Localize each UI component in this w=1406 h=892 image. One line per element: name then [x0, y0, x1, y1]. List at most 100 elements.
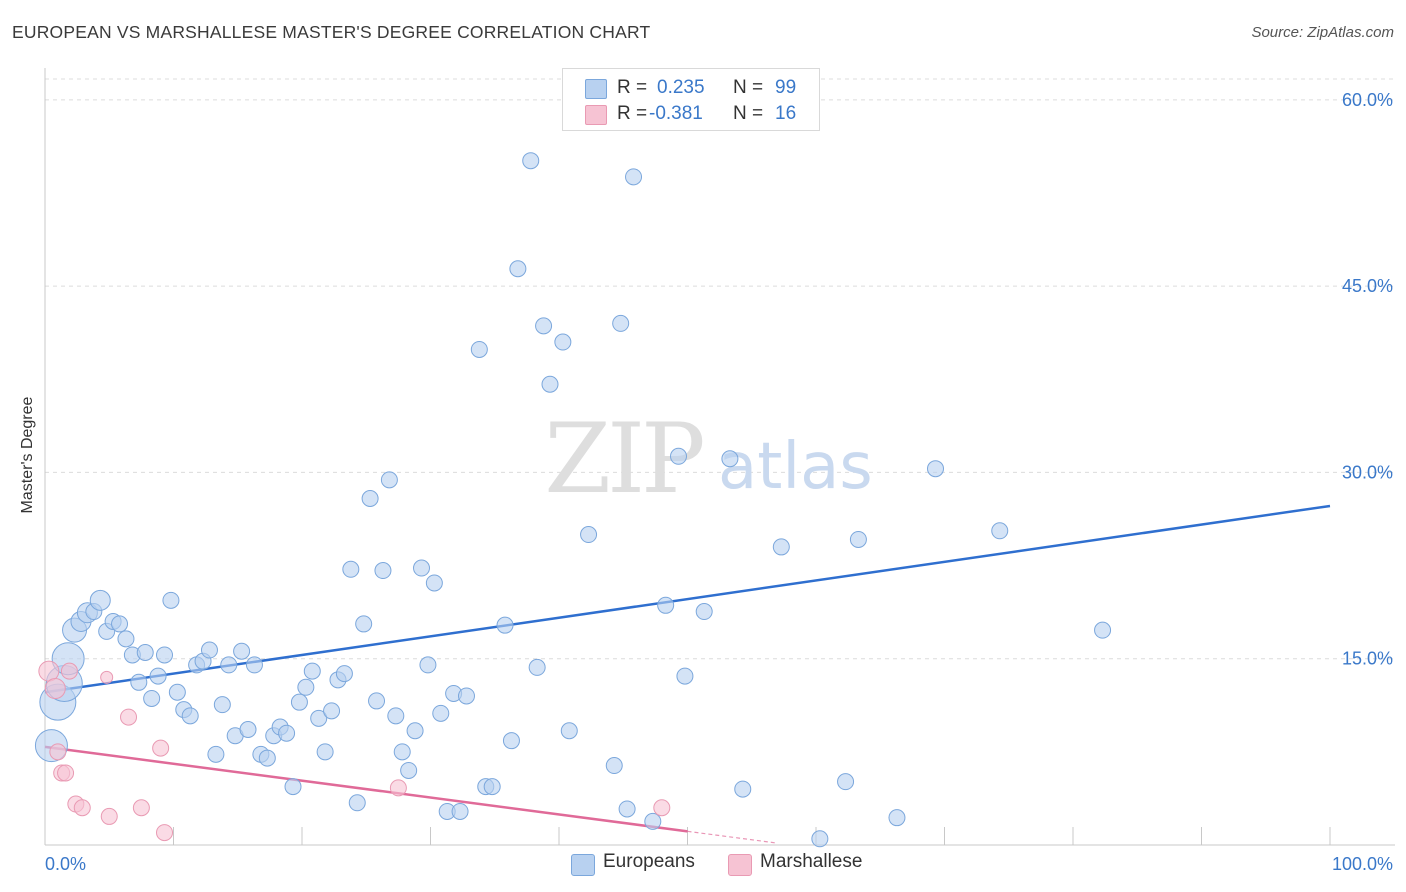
europeans-point [554, 333, 572, 351]
marshallese-swatch [585, 105, 607, 125]
europeans-point [303, 662, 321, 680]
europeans-point [676, 667, 694, 685]
axes [44, 68, 1395, 846]
n-value: 16 [775, 103, 797, 124]
europeans-point [143, 689, 161, 707]
y-axis-label: Master's Degree [19, 396, 36, 514]
marshallese-points [38, 660, 671, 842]
europeans-point [89, 589, 111, 611]
y-tick-label: 60.0% [1342, 90, 1393, 110]
europeans-point [618, 800, 636, 818]
grid-lines [45, 78, 1395, 660]
europeans-point [991, 522, 1009, 540]
europeans-point [111, 615, 129, 633]
marshallese-point [132, 799, 150, 817]
marshallese-point [57, 764, 75, 782]
europeans-point [811, 830, 829, 848]
europeans-point [130, 673, 148, 691]
marshallese-point [100, 670, 114, 684]
europeans-point [451, 802, 469, 820]
europeans-point [297, 678, 315, 696]
marshallese-trend-line [44, 745, 688, 833]
marshallese-point [156, 824, 174, 842]
europeans-trend-line [44, 504, 1331, 694]
europeans-point [849, 530, 867, 548]
europeans-point [310, 709, 328, 727]
europeans-point [644, 812, 662, 830]
europeans-point [580, 526, 598, 544]
europeans-point [233, 642, 251, 660]
n-label: N = [733, 103, 764, 124]
marshallese-label: Marshallese [760, 851, 863, 872]
x-tick-label: 100.0% [1332, 854, 1393, 874]
europeans-point [432, 704, 450, 722]
europeans-point [425, 574, 443, 592]
europeans-point [535, 317, 553, 335]
europeans-point [361, 490, 379, 507]
y-tick-label: 45.0% [1342, 276, 1393, 296]
marshallese-swatch [728, 854, 752, 876]
marshallese-point [389, 779, 407, 797]
watermark: ZIP atlas [544, 403, 872, 515]
chart-title: EUROPEAN VS MARSHALLESE MASTER'S DEGREE … [12, 22, 651, 42]
europeans-point [1094, 621, 1112, 639]
europeans-point [670, 447, 688, 465]
europeans-point [239, 721, 257, 738]
europeans-point [162, 591, 180, 609]
marshallese-point [44, 678, 66, 700]
europeans-point [117, 630, 135, 648]
n-label: N = [733, 77, 764, 98]
europeans-point [560, 722, 578, 740]
europeans-point [393, 743, 411, 761]
europeans-swatch [585, 79, 607, 99]
europeans-point [290, 693, 308, 711]
europeans-point [368, 692, 386, 710]
europeans-point [213, 696, 231, 714]
europeans-point [323, 702, 341, 720]
europeans-point [374, 562, 392, 580]
europeans-point [245, 656, 263, 674]
marshallese-point [60, 662, 78, 680]
r-label: R = [617, 77, 648, 98]
r-value: 0.235 [657, 77, 705, 98]
europeans-point [734, 780, 752, 798]
europeans-point [470, 340, 488, 358]
watermark-atlas: atlas [718, 430, 873, 504]
y-tick-labels: 15.0% 30.0% 45.0% 60.0% [1342, 90, 1393, 669]
europeans-point [657, 596, 675, 614]
marshallese-trend-extension [687, 830, 778, 844]
europeans-point [772, 538, 790, 556]
marshallese-point [653, 799, 671, 817]
europeans-point [483, 778, 501, 796]
europeans-point [200, 641, 218, 659]
europeans-point [413, 559, 431, 577]
marshallese-point [49, 743, 67, 761]
europeans-point [837, 773, 855, 791]
europeans-point [348, 794, 366, 812]
europeans-point [695, 603, 713, 621]
europeans-point [496, 616, 514, 634]
x-tick-label: 0.0% [45, 854, 86, 874]
marshallese-point [73, 799, 91, 817]
x-tick-labels: 0.0% 100.0% [45, 854, 1393, 874]
europeans-point [168, 683, 186, 701]
europeans-point [502, 732, 520, 750]
europeans-point [316, 743, 334, 761]
europeans-point [335, 665, 353, 683]
europeans-point [400, 761, 418, 779]
europeans-point [181, 707, 199, 725]
europeans-point [888, 809, 906, 827]
europeans-point [457, 687, 475, 705]
europeans-point [207, 745, 225, 763]
europeans-point [605, 757, 623, 775]
europeans-point [541, 375, 559, 393]
y-tick-label: 15.0% [1342, 649, 1393, 669]
europeans-point [509, 260, 527, 278]
europeans-swatch [571, 854, 595, 876]
europeans-point [149, 667, 167, 685]
marshallese-point [120, 708, 138, 726]
europeans-point [721, 450, 739, 468]
europeans-point [522, 152, 540, 170]
europeans-point [528, 658, 546, 676]
